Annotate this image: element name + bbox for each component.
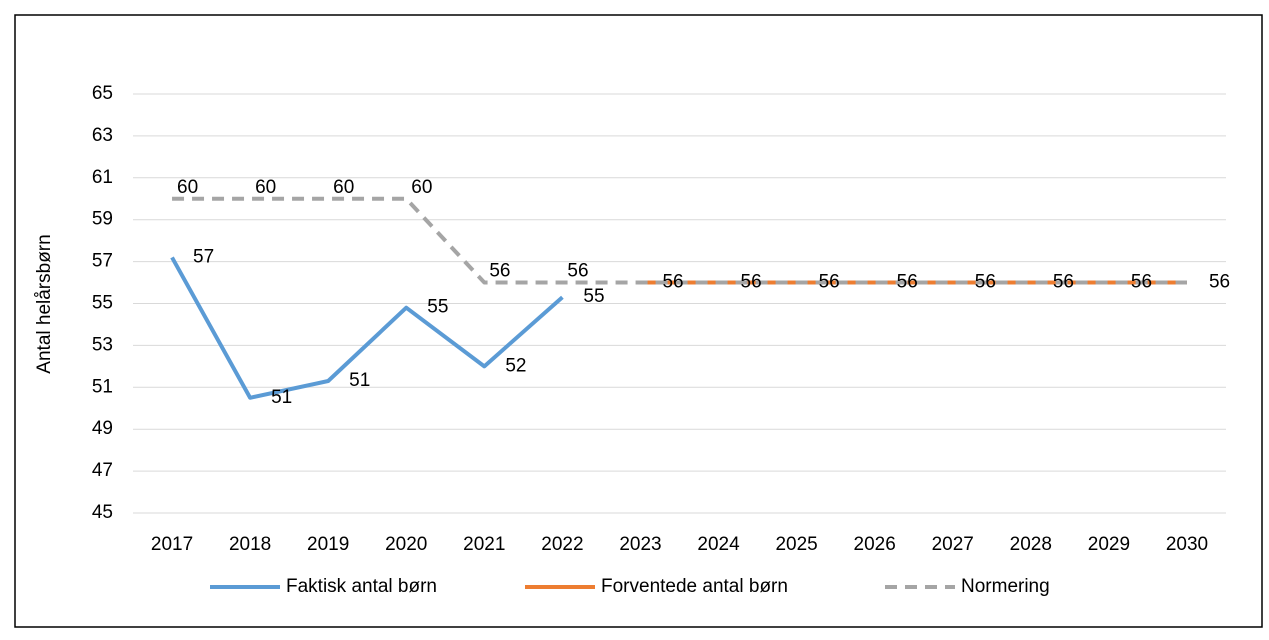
data-label: 51 [271,387,292,408]
data-label: 56 [975,272,996,293]
series-line [172,196,1187,285]
x-tick-label: 2019 [307,534,349,555]
data-label: 52 [505,355,526,376]
data-label: 56 [1053,272,1074,293]
data-label: 60 [177,177,198,198]
data-label: 57 [193,246,214,267]
x-tick-label: 2030 [1166,534,1208,555]
data-label: 60 [255,177,276,198]
x-tick-label: 2028 [1010,534,1052,555]
data-label: 56 [741,272,762,293]
data-label: 56 [489,261,510,282]
y-tick-label: 51 [92,376,113,397]
x-tick-label: 2022 [541,534,583,555]
data-label: 55 [583,286,604,307]
data-label: 56 [819,272,840,293]
y-tick-label: 55 [92,293,113,314]
y-tick-label: 57 [92,251,113,272]
x-tick-label: 2025 [775,534,817,555]
data-label: 56 [662,272,683,293]
y-tick-label: 53 [92,334,113,355]
x-tick-label: 2017 [151,534,193,555]
y-tick-label: 59 [92,209,113,230]
legend-label: Forventede antal børn [601,576,788,597]
y-tick-label: 49 [92,418,113,439]
x-tick-label: 2027 [932,534,974,555]
x-tick-label: 2026 [854,534,896,555]
x-tick-label: 2024 [697,534,740,555]
data-label: 60 [411,177,432,198]
data-label: 56 [897,272,918,293]
data-label: 55 [427,297,448,318]
x-tick-label: 2020 [385,534,427,555]
data-label: 56 [567,261,588,282]
x-tick-label: 2018 [229,534,271,555]
x-tick-label: 2029 [1088,534,1130,555]
chart-border [14,14,1263,628]
series-line [170,256,564,400]
y-tick-label: 65 [92,83,113,104]
data-label: 56 [1209,272,1230,293]
y-tick-label: 61 [92,167,113,188]
x-tick-label: 2023 [619,534,661,555]
data-label: 51 [349,370,370,391]
y-tick-label: 63 [92,125,113,146]
legend-label: Faktisk antal børn [286,576,437,597]
y-tick-label: 47 [92,460,113,481]
y-axis-title: Antal helårsbørn [34,234,55,373]
legend-label: Normering [961,576,1050,597]
data-label: 56 [1131,272,1152,293]
y-tick-label: 45 [92,502,113,523]
x-tick-label: 2021 [463,534,505,555]
data-label: 60 [333,177,354,198]
